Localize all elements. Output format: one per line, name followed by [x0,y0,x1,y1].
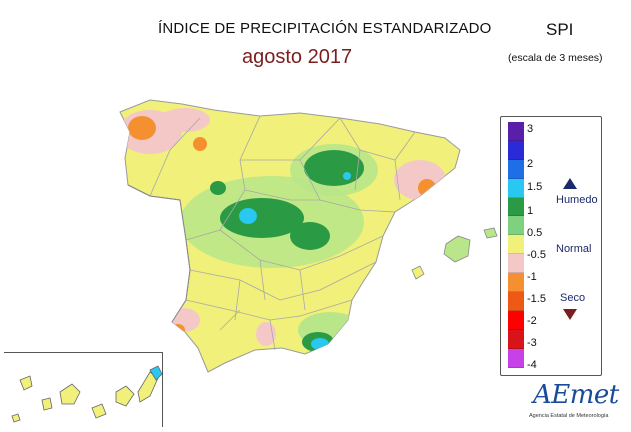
normal-label: Normal [556,243,592,255]
legend-swatch-2 [508,140,524,160]
legend-tick: 3 [527,123,534,135]
legend-tick: -4 [527,359,537,371]
very-dry-leon [193,137,207,151]
legend-swatch-1 [508,122,524,141]
humid-arrow-icon [563,178,577,189]
legend-swatch-4 [508,178,524,198]
legend-swatch-12 [508,329,524,349]
legend-tick: 0.5 [527,227,543,239]
legend-swatch-8 [508,254,524,274]
canary-islands [11,365,163,423]
island-menorca [483,227,498,239]
very-humid-spot [239,208,257,224]
index-scale: (escala de 3 meses) [508,52,603,64]
legend-swatch-3 [508,159,524,179]
humid-zone-center-core [220,198,304,238]
very-dry-catalonia [418,179,436,197]
legend-tick: -1.5 [527,293,546,305]
index-name: SPI [546,20,574,39]
legend-tick: -2 [527,315,537,327]
canary-inset-frame [4,352,163,427]
legend-swatch-11 [508,310,524,330]
map-subtitle: agosto 2017 [242,46,353,68]
humid-zone-north-spot [343,172,351,180]
legend-tick: 1 [527,205,534,217]
portugal-border [127,184,191,323]
legend-tick: -1 [527,271,537,283]
legend-swatch-7 [508,235,524,255]
legend-tick: 1.5 [527,181,543,193]
legend-color-bar [508,122,524,368]
aemet-logo: AEmet [533,380,619,410]
aemet-logo-subtitle: Agencia Estatal de Meteorología [529,413,609,419]
very-dry-galicia [128,116,156,140]
humid-zone-north-core [304,150,364,186]
legend-box: 3 2 1.5 1 0.5 -0.5 -1 -1.5 -2 -3 -4 [500,116,602,376]
island-mallorca [443,235,471,263]
legend-tick: -0.5 [527,249,546,261]
legend-swatch-6 [508,216,524,236]
legend-swatch-5 [508,197,524,217]
dry-zone-granada [256,322,276,346]
dry-arrow-icon [563,309,577,320]
very-humid-se [311,338,329,350]
province-boundaries [149,115,416,351]
legend-swatch-9 [508,273,524,293]
humid-zone-nw [210,181,226,195]
humid-zone-east-core [290,222,330,250]
dry-label: Seco [560,292,586,304]
legend-swatch-13 [508,348,524,368]
very-dry-cadiz [171,324,185,336]
map-title: ÍNDICE DE PRECIPITACIÓN ESTANDARIZADO [158,20,492,37]
dry-zone-asturias [160,108,210,132]
island-ibiza [411,265,425,280]
humid-label: Humedo [556,194,598,206]
legend-swatch-10 [508,292,524,311]
legend-tick: 2 [527,158,534,170]
legend-tick: -3 [527,337,537,349]
dry-zone-catalonia [394,160,446,200]
